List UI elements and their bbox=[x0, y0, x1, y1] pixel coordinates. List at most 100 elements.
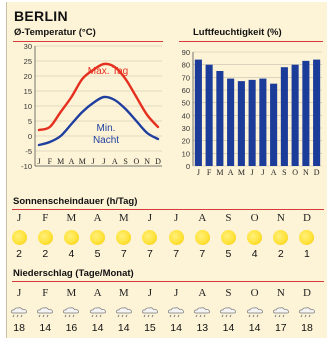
precipitation-month-label: O bbox=[250, 287, 259, 299]
precipitation-value: 17 bbox=[274, 322, 287, 334]
temp-y-tick-label: -10 bbox=[21, 162, 32, 171]
humidity-x-tick-label: J bbox=[261, 168, 264, 177]
sunshine-month-label: F bbox=[42, 212, 49, 224]
precipitation-value: 14 bbox=[222, 322, 235, 334]
humidity-x-tick-label: J bbox=[197, 168, 200, 177]
sunshine-value: 2 bbox=[42, 248, 49, 260]
rain-cloud-icon bbox=[37, 307, 54, 318]
precipitation-icon-cell bbox=[58, 306, 84, 318]
precipitation-month-label: J bbox=[173, 287, 179, 299]
sunshine-value: 5 bbox=[225, 248, 232, 260]
humidity-bar bbox=[205, 64, 213, 166]
sunshine-value: 2 bbox=[277, 248, 284, 260]
temp-x-tick-label: J bbox=[37, 157, 40, 166]
sun-icon bbox=[11, 230, 27, 245]
precipitation-month-label: M bbox=[66, 287, 77, 299]
precipitation-value: 14 bbox=[117, 322, 130, 334]
humidity-bar bbox=[227, 78, 235, 166]
precipitation-title: Niederschlag (Tage/Monat) bbox=[13, 268, 134, 279]
humidity-x-tick-label: J bbox=[251, 168, 254, 177]
precipitation-month-label: J bbox=[16, 287, 22, 299]
climate-card: BERLIN Ø-Temperatur (°C) Luftfeuchtigkei… bbox=[6, 2, 327, 338]
temp-y-tick-label: 15 bbox=[24, 87, 32, 96]
humidity-bar bbox=[248, 79, 256, 166]
sunshine-icon-row bbox=[6, 230, 320, 245]
sunshine-value: 7 bbox=[147, 248, 153, 260]
sunshine-month-label: J bbox=[16, 212, 22, 224]
rain-cloud-icon bbox=[11, 307, 28, 318]
precipitation-icon-cell bbox=[137, 306, 163, 318]
humidity-x-tick-label: A bbox=[228, 168, 234, 177]
sunshine-rule bbox=[12, 209, 324, 210]
sun-icon bbox=[142, 230, 158, 245]
humidity-y-tick-label: 80 bbox=[182, 61, 190, 70]
precipitation-value: 18 bbox=[13, 322, 25, 334]
sunshine-value: 4 bbox=[251, 248, 258, 260]
max-temp-line bbox=[37, 62, 160, 132]
precipitation-month-label: F bbox=[42, 287, 49, 299]
humidity-bar bbox=[237, 81, 245, 166]
precipitation-icon-cell bbox=[32, 306, 58, 318]
humidity-bar bbox=[194, 59, 202, 166]
temp-x-tick-label: F bbox=[48, 157, 53, 166]
sunshine-icon-cell bbox=[242, 230, 268, 245]
rain-cloud-icon bbox=[194, 307, 211, 318]
rain-cloud-icon bbox=[168, 307, 185, 318]
humidity-y-tick-label: 60 bbox=[182, 86, 190, 95]
sunshine-icon-cell bbox=[163, 230, 189, 245]
city-title: BERLIN bbox=[14, 8, 68, 24]
precipitation-icon-cell bbox=[268, 306, 294, 318]
rain-cloud-icon bbox=[246, 307, 263, 318]
temp-y-tick-label: 30 bbox=[24, 42, 32, 51]
sun-icon bbox=[194, 230, 210, 245]
temp-x-tick-label: J bbox=[102, 157, 105, 166]
humidity-y-tick-label: 10 bbox=[182, 149, 190, 158]
humidity-title: Luftfeuchtigkeit (%) bbox=[193, 27, 282, 38]
sun-icon bbox=[90, 230, 106, 245]
temp-y-tick-label: 25 bbox=[24, 57, 32, 66]
precipitation-month-label: N bbox=[276, 287, 285, 299]
precipitation-value: 14 bbox=[248, 322, 261, 334]
sun-icon bbox=[168, 230, 184, 245]
humidity-x-tick-label: A bbox=[271, 168, 277, 177]
sun-icon bbox=[37, 230, 53, 245]
precipitation-icon-cell bbox=[294, 306, 320, 318]
temp-x-tick-label: D bbox=[155, 157, 161, 166]
precipitation-month-label: J bbox=[147, 287, 153, 299]
sunshine-value: 2 bbox=[16, 248, 22, 260]
rain-cloud-icon bbox=[299, 307, 315, 318]
sunshine-icon-cell bbox=[85, 230, 111, 245]
sunshine-value: 7 bbox=[120, 248, 127, 260]
precipitation-value-row: 18 14 16 14 14 15 14 13 14 14 17 18 bbox=[6, 322, 320, 334]
temp-x-tick-label: M bbox=[79, 157, 86, 166]
sunshine-month-label: A bbox=[198, 212, 207, 224]
humidity-bar bbox=[302, 60, 310, 166]
precipitation-month-label: D bbox=[303, 287, 311, 299]
sunshine-month-label: D bbox=[303, 212, 311, 224]
precipitation-value: 13 bbox=[196, 322, 209, 334]
humidity-bar bbox=[270, 83, 278, 166]
sunshine-value: 7 bbox=[199, 248, 206, 260]
humidity-x-tick-label: F bbox=[207, 168, 212, 177]
sunshine-month-label: M bbox=[118, 212, 129, 224]
temp-y-tick-label: 20 bbox=[24, 72, 32, 81]
precipitation-icon-row bbox=[6, 306, 320, 318]
sunshine-month-label: J bbox=[173, 212, 179, 224]
max-temp-label: Max. Tag bbox=[88, 66, 128, 77]
sunshine-month-label: S bbox=[225, 212, 232, 224]
sunshine-icon-cell bbox=[111, 230, 137, 245]
sunshine-icon-cell bbox=[189, 230, 215, 245]
rain-cloud-icon bbox=[272, 307, 289, 318]
temp-x-tick-label: S bbox=[123, 157, 127, 166]
sunshine-month-label: J bbox=[147, 212, 153, 224]
humidity-y-tick-label: 90 bbox=[182, 48, 190, 57]
precipitation-icon-cell bbox=[111, 306, 137, 318]
precipitation-month-label: M bbox=[118, 287, 129, 299]
temp-x-tick-label: A bbox=[69, 157, 75, 166]
sun-icon bbox=[116, 230, 132, 245]
sun-icon bbox=[63, 230, 79, 245]
sunshine-value-row: 2 2 4 5 7 7 7 7 5 4 2 1 bbox=[6, 248, 320, 260]
humidity-x-tick-label: M bbox=[216, 168, 223, 177]
